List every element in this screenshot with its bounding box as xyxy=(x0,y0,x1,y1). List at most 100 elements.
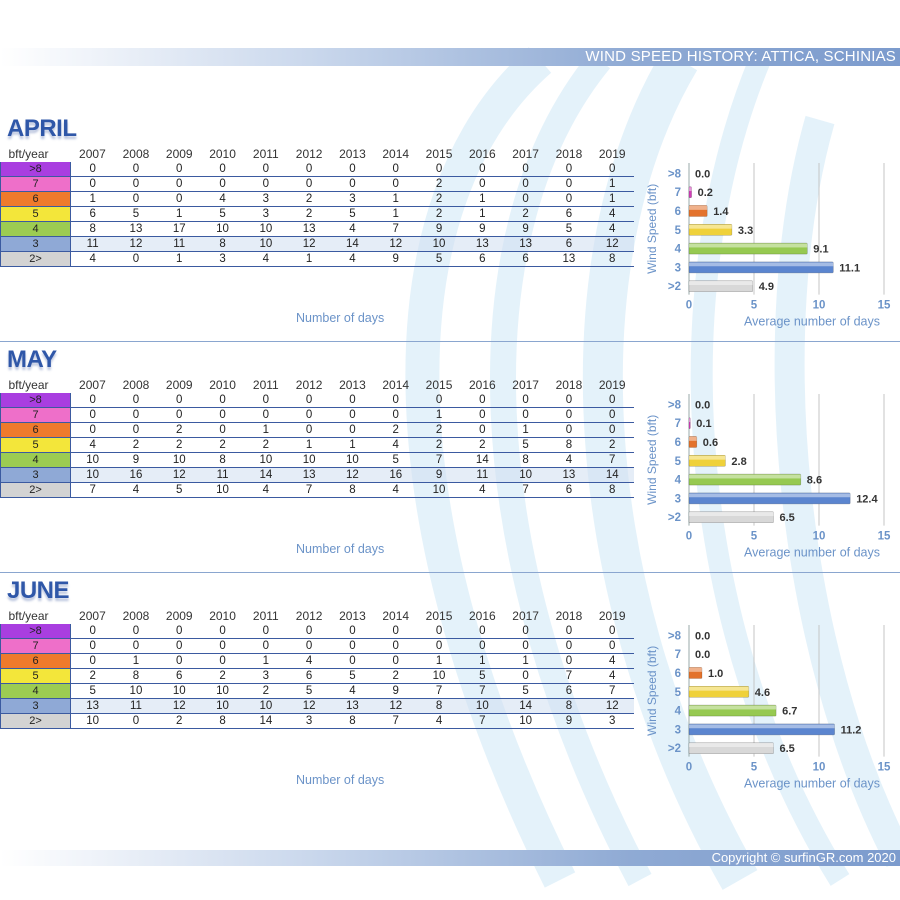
table-row: 4 8 13 17 10 10 13 4 7 9 9 9 5 4 xyxy=(0,221,634,237)
data-label: 0.0 xyxy=(695,168,710,180)
table-cell: 0 xyxy=(460,624,504,639)
table-cell: 0 xyxy=(547,638,591,654)
month-section-june: JUNE bft/year 2007 2008 2009 2010 2011 2012 2013… xyxy=(0,577,900,807)
year-header: 2018 xyxy=(555,147,583,161)
table-cell: 8 xyxy=(503,452,548,468)
bar xyxy=(688,280,754,292)
corner-label: bft/year xyxy=(8,609,49,623)
table-cell: 0 xyxy=(244,407,288,423)
table-cell: 5 xyxy=(417,251,461,267)
table-cell: 4 xyxy=(330,683,375,699)
table-cell: 0 xyxy=(503,191,548,207)
table-cell: 1 xyxy=(114,653,158,669)
table-cell: 8 xyxy=(547,437,591,453)
table-cell: 4 xyxy=(547,452,591,468)
y-tick-label: >8 xyxy=(668,399,682,411)
data-label: 0.2 xyxy=(698,187,713,199)
bft-row-label: 5 xyxy=(0,668,71,684)
x-axis-title: Average number of days xyxy=(744,315,880,329)
table-cell: 0 xyxy=(157,624,201,639)
table-cell: 4 xyxy=(200,191,245,207)
data-label: 8.6 xyxy=(807,475,822,487)
table-cell: 0 xyxy=(200,393,245,408)
table-cell: 0 xyxy=(547,162,591,177)
table-cell: 0 xyxy=(460,422,504,438)
table-cell: 0 xyxy=(114,638,158,654)
table-cell: 0 xyxy=(503,407,548,423)
table-cell: 0 xyxy=(417,624,461,639)
bar xyxy=(688,261,834,274)
bar xyxy=(688,704,777,717)
table-row: >8 0 0 0 0 0 0 0 0 0 0 0 0 0 xyxy=(0,162,634,177)
bft-row-label: 4 xyxy=(0,683,71,699)
data-label: 1.4 xyxy=(713,206,729,218)
table-cell: 0 xyxy=(590,162,634,177)
bft-label-text: 3 xyxy=(32,700,39,712)
table-cell: 10 xyxy=(244,236,288,252)
bft-label-text: >8 xyxy=(29,394,42,406)
table-cell: 12 xyxy=(287,236,331,252)
table-cell: 2 xyxy=(244,437,288,453)
table-cell: 0 xyxy=(374,393,418,408)
bft-row-label: >8 xyxy=(0,393,71,408)
x-tick-label: 0 xyxy=(686,762,692,774)
table-cell: 7 xyxy=(503,482,548,498)
bft-row-label: >8 xyxy=(0,162,71,177)
bft-label-text: 4 xyxy=(32,223,39,235)
table-cell: 4 xyxy=(70,437,115,453)
table-cell: 1 xyxy=(157,251,201,267)
year-header: 2014 xyxy=(382,609,410,623)
bft-row-label: 3 xyxy=(0,236,71,252)
bft-label-text: 6 xyxy=(32,193,39,205)
header-bar xyxy=(0,48,900,66)
table-cell: 0 xyxy=(114,713,158,729)
table-cell: 0 xyxy=(287,393,331,408)
table-cell: 7 xyxy=(460,683,504,699)
table-cell: 10 xyxy=(417,668,461,684)
table-cell: 0 xyxy=(547,191,591,207)
bar xyxy=(688,224,733,236)
x-tick-label: 5 xyxy=(751,762,758,774)
bar-highlight xyxy=(689,418,691,423)
table-cell: 2 xyxy=(157,422,201,438)
table-cell: 17 xyxy=(157,221,201,237)
bft-row-label: 4 xyxy=(0,221,71,237)
corner-label: bft/year xyxy=(8,147,49,161)
table-cell: 4 xyxy=(70,251,115,267)
year-header: 2017 xyxy=(512,609,539,623)
table-row: 2> 10 0 2 8 14 3 8 7 4 7 10 9 3 xyxy=(0,713,634,729)
table-cell: 2 xyxy=(244,683,288,699)
y-tick-label: 7 xyxy=(675,418,681,430)
x-tick-label: 10 xyxy=(813,300,826,312)
data-label: 9.1 xyxy=(813,244,828,256)
month-section-may: MAY bft/year 2007 2008 2009 2010 2011 2012 2013 2… xyxy=(0,346,900,576)
table-cell: 0 xyxy=(70,162,115,177)
footer-bar xyxy=(0,850,900,866)
table-cell: 0 xyxy=(114,162,158,177)
table-cell: 0 xyxy=(330,422,375,438)
table-cell: 0 xyxy=(70,422,115,438)
year-header: 2017 xyxy=(512,147,539,161)
table-cell: 0 xyxy=(287,422,331,438)
table-cell: 4 xyxy=(244,482,288,498)
bft-row-label: 7 xyxy=(0,176,71,192)
table-cell: 0 xyxy=(330,638,375,654)
table-cell: 2 xyxy=(157,437,201,453)
bar xyxy=(688,511,774,523)
table-cell: 0 xyxy=(157,191,201,207)
table-cell: 0 xyxy=(417,638,461,654)
bft-label-text: 2> xyxy=(29,484,42,496)
table-cell: 1 xyxy=(70,191,115,207)
table-cell: 0 xyxy=(287,624,331,639)
table-header-row: bft/year 2007 2008 2009 2010 2011 2012 2013 2014… xyxy=(1,377,634,393)
bar-highlight xyxy=(689,455,726,460)
table-cell: 0 xyxy=(547,624,591,639)
table-cell: 11 xyxy=(157,236,201,252)
avg-days-bar-chart: 0 5 10 15 >8 0.0 7 0.2 6 1.4 5 3.3 4 9.1 3 11.1 >2 4.9 Win… xyxy=(645,163,891,329)
table-cell: 0 xyxy=(70,407,115,423)
table-cell: 0 xyxy=(374,638,418,654)
table-cell: 0 xyxy=(374,624,418,639)
table-cell: 4 xyxy=(460,482,504,498)
y-tick-label: 5 xyxy=(675,687,682,699)
data-label: 1.0 xyxy=(708,668,723,680)
